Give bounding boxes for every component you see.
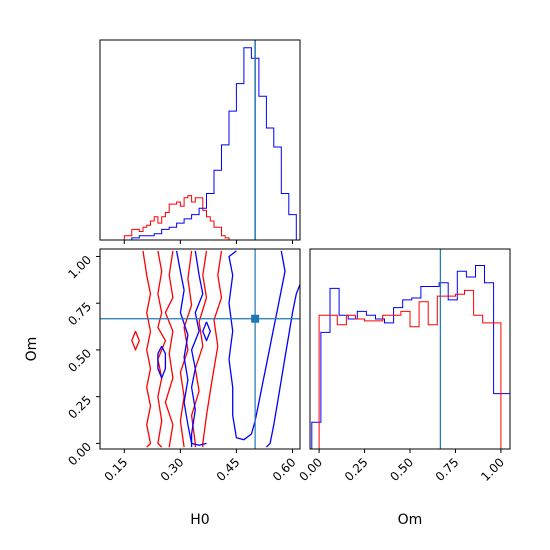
contour-series bbox=[100, 249, 300, 449]
om-histogram-series bbox=[311, 249, 510, 449]
contour-line-blue bbox=[157, 345, 167, 379]
contour-line-red bbox=[131, 330, 140, 351]
h0-histogram-frame bbox=[99, 39, 301, 241]
truth-marker bbox=[251, 314, 260, 323]
contour-line-red bbox=[142, 250, 152, 448]
om-histogram-xtick-label: 0.50 bbox=[387, 455, 416, 484]
om-histogram-xtick-label: 0.75 bbox=[433, 455, 462, 484]
om-histogram-axis-label: Om bbox=[398, 512, 423, 528]
om-axis-label: Om bbox=[24, 337, 40, 362]
h0-om-contour-panel: 0.15 0.30 0.45 0.60 0.00 0.25 0.50 0.75 1.00 H0 Om bbox=[24, 248, 301, 528]
contour-line-red bbox=[157, 250, 167, 448]
h0-axis-label: H0 bbox=[190, 512, 209, 528]
contour-line-red bbox=[202, 250, 223, 448]
h0-histogram-series bbox=[105, 40, 297, 240]
contour-line-blue bbox=[175, 250, 207, 446]
contour-line-red bbox=[190, 250, 208, 448]
contour-xtick-label: 0.60 bbox=[270, 455, 299, 484]
contour-line-blue bbox=[202, 321, 211, 342]
om-histogram-red bbox=[318, 289, 502, 449]
contour-xtick-label: 0.30 bbox=[158, 455, 187, 484]
contour-ytick-label: 0.75 bbox=[65, 299, 94, 328]
contour-ytick-label: 0.50 bbox=[65, 346, 94, 375]
contour-ytick-label: 1.00 bbox=[65, 253, 94, 282]
h0-histogram-blue bbox=[116, 47, 297, 240]
h0-histogram-red bbox=[105, 195, 237, 240]
contour-line-blue bbox=[228, 250, 286, 441]
contour-line-blue bbox=[265, 284, 300, 448]
om-histogram-xtick-label: 0.00 bbox=[296, 455, 325, 484]
contour-frame bbox=[99, 248, 301, 450]
om-histogram-xtick-label: 0.25 bbox=[342, 455, 371, 484]
om-histogram-panel: 0.00 0.25 0.50 0.75 1.00 Om bbox=[296, 248, 511, 528]
om-histogram-blue bbox=[311, 265, 510, 449]
contour-xtick-label: 0.15 bbox=[102, 455, 131, 484]
contour-ytick-label: 0.25 bbox=[65, 393, 94, 422]
h0-histogram-panel bbox=[99, 39, 301, 244]
om-histogram-frame bbox=[309, 248, 511, 450]
contour-line-red bbox=[164, 250, 174, 448]
contour-line-red bbox=[179, 250, 193, 448]
contour-ytick-label: 0.00 bbox=[65, 440, 94, 469]
contour-xtick-label: 0.45 bbox=[214, 455, 243, 484]
om-histogram-xtick-label: 1.00 bbox=[478, 455, 507, 484]
contour-line-blue bbox=[190, 250, 204, 448]
